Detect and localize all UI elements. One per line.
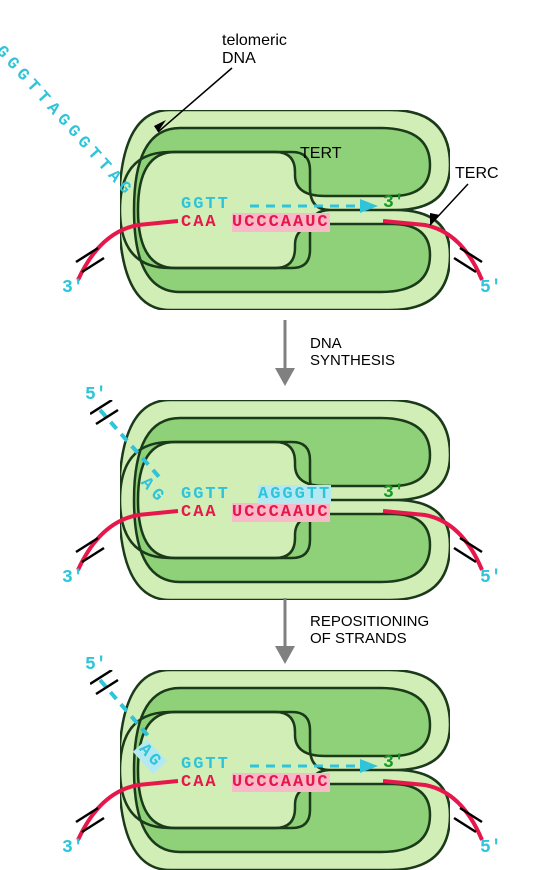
rna-3prime-left-3: 3' bbox=[62, 838, 84, 858]
dna-seq-entry: GGTT bbox=[181, 195, 230, 214]
rna-seq-right-2: UCCCAAUC bbox=[232, 503, 330, 522]
stage-3: CAA UCCCAAUC GGTT 3' AG 5' 3' 5' bbox=[0, 650, 538, 860]
dna-dashed-arrow bbox=[250, 196, 400, 216]
three-prime-inside-2: 3' bbox=[383, 483, 405, 503]
three-prime-inside: 3' bbox=[383, 193, 405, 213]
rna-3prime-left-2: 3' bbox=[62, 568, 84, 588]
rna-3prime-left: 3' bbox=[62, 278, 84, 298]
overhang-strand-3 bbox=[90, 670, 210, 790]
rna-5prime-right-2: 5' bbox=[480, 568, 502, 588]
three-prime-inside-3: 3' bbox=[383, 753, 405, 773]
rna-5prime-right: 5' bbox=[480, 278, 502, 298]
dna-dashed-arrow-3 bbox=[250, 756, 400, 776]
dna-seq-new: AGGGTT bbox=[258, 485, 331, 504]
dna-5prime-2: 5' bbox=[85, 385, 107, 405]
rna-seq-left: CAA bbox=[181, 213, 218, 232]
label-tert: TERT bbox=[300, 145, 341, 163]
terc-rna-strand-3 bbox=[0, 650, 538, 860]
stage-2: CAA UCCCAAUC GGTT AGGGTT 3' AG 5' 3' 5' bbox=[0, 380, 538, 620]
step-label-1: DNA SYNTHESIS bbox=[310, 335, 395, 369]
step-label-2: REPOSITIONING OF STRANDS bbox=[310, 613, 429, 647]
pointer-terc bbox=[420, 180, 500, 260]
stage-1: CAA UCCCAAUC GGTT 3' -AGGGTTAGGGTTAG tel… bbox=[0, 0, 538, 300]
dna-5prime-3: 5' bbox=[85, 655, 107, 675]
pointer-telomeric bbox=[140, 60, 260, 180]
rna-5prime-right-3: 5' bbox=[480, 838, 502, 858]
